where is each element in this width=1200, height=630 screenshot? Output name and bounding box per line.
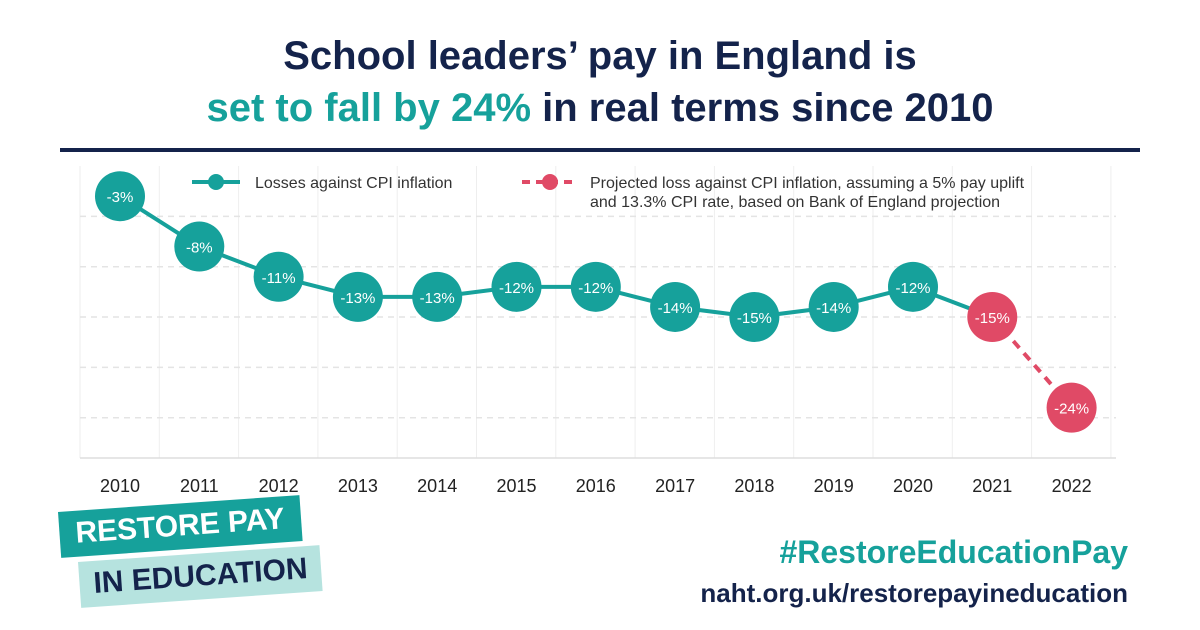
data-point-actual [650,281,701,332]
x-axis-ticks: 2010 2011 2012 2013 2014 2015 2016 2017 2018 2019… [100,476,1092,496]
data-point-actual [253,251,304,302]
data-point-actual [332,271,383,322]
data-label: -13% [420,290,455,307]
data-point-actual [491,261,542,312]
data-label: -12% [578,280,613,297]
x-tick-label: 2010 [100,476,140,496]
x-tick-label: 2011 [180,476,219,496]
data-point-actual [888,261,938,312]
legend-dashed-label-line2: and 13.3% CPI rate, based on Bank of Eng… [590,194,1000,211]
legend-solid-label: Losses against CPI inflation [255,175,452,192]
x-tick-label: 2012 [259,476,299,496]
data-label: -13% [340,290,375,307]
data-point-actual [729,292,780,343]
data-point-actual [570,261,621,312]
x-tick-label: 2017 [655,476,695,496]
data-label: -15% [737,310,772,327]
data-label: -3% [107,189,134,206]
data-label: -8% [186,240,213,257]
data-label: -12% [499,280,534,297]
data-point-projected [967,292,1018,343]
hashtag: #RestoreEducationPay [779,534,1128,570]
data-point-actual [412,271,463,322]
data-label: -14% [658,300,693,317]
data-point-actual [174,221,225,272]
data-label: -14% [816,300,851,317]
legend-dashed-label-line1: Projected loss against CPI inflation, as… [590,175,1025,192]
data-label: -24% [1054,401,1089,418]
line-chart: Losses against CPI inflation Projected l… [79,166,1116,496]
data-point-actual [95,171,145,222]
data-label: -11% [262,270,296,287]
chart-legend: Losses against CPI inflation Projected l… [192,174,1025,211]
title-line-2: set to fall by 24% in real terms since 2… [0,82,1200,134]
legend-dashed-marker [542,174,558,190]
series-points: -3% -8% -11% -13% -13% -12% -12% -14% -15% -14% -1… [95,171,1097,433]
x-tick-label: 2019 [814,476,854,496]
x-tick-label: 2014 [417,476,457,496]
chart-grid [79,166,1116,459]
restore-pay-badge: RESTORE PAY IN EDUCATION [58,495,358,612]
x-tick-label: 2015 [496,476,536,496]
title-divider [60,148,1140,152]
title-rest: in real terms since 2010 [531,86,994,130]
data-label: -12% [895,280,930,297]
x-tick-label: 2018 [734,476,774,496]
x-tick-label: 2016 [576,476,616,496]
data-point-actual [808,281,859,332]
title-accent: set to fall by 24% [206,86,532,130]
x-tick-label: 2021 [972,476,1012,496]
data-point-projected [1046,382,1097,433]
badge-line-2: IN EDUCATION [78,545,324,608]
x-tick-label: 2020 [893,476,933,496]
legend-solid-marker [208,174,224,190]
title-line-1: School leaders’ pay in England is [283,34,917,78]
x-tick-label: 2013 [338,476,378,496]
data-label: -15% [975,310,1010,327]
chart-title: School leaders’ pay in England is set to… [0,30,1200,134]
x-tick-label: 2022 [1052,476,1092,496]
campaign-url: naht.org.uk/restorepayineducation [700,578,1128,608]
